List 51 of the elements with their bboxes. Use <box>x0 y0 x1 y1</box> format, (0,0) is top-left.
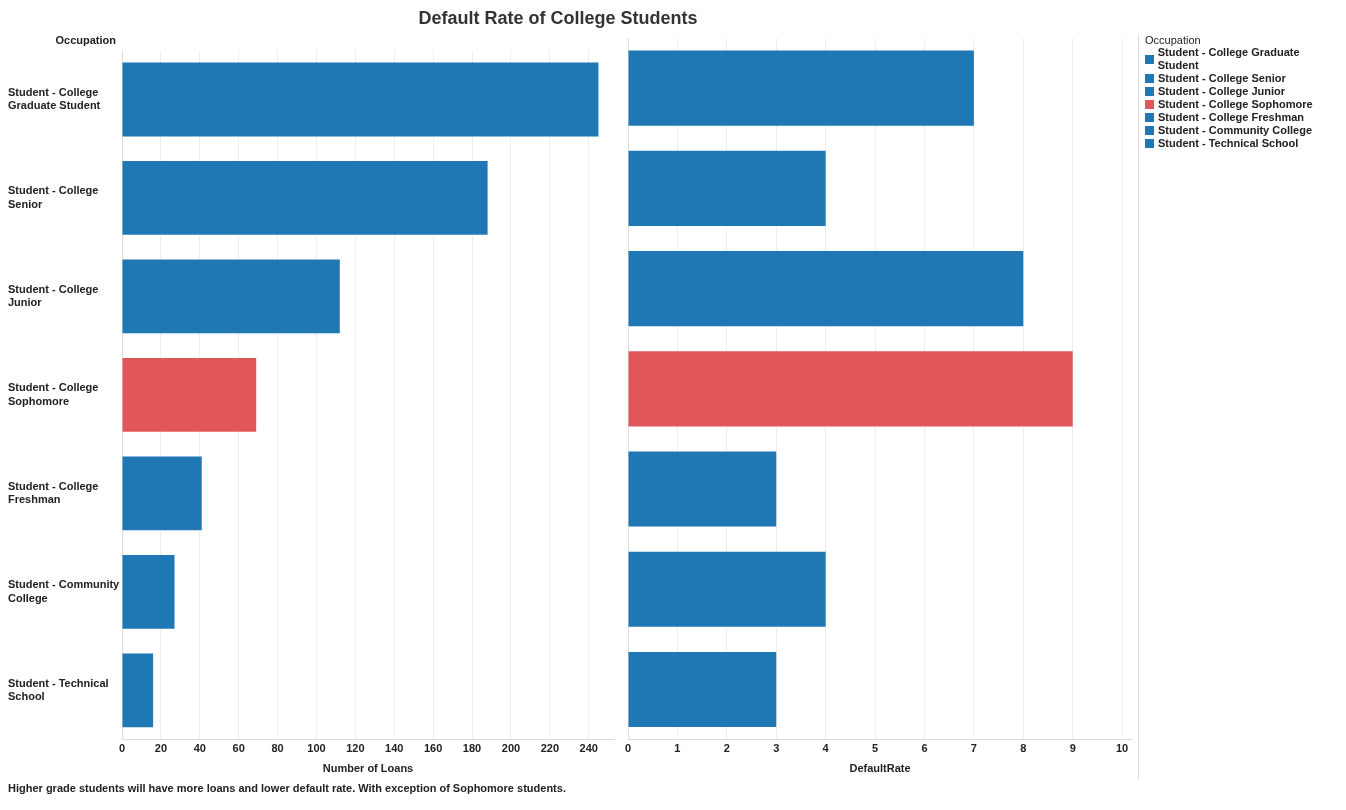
x-tick-label: 6 <box>921 742 928 755</box>
bar <box>122 357 257 432</box>
x-tick-label: 5 <box>872 742 879 755</box>
text: Higher grade students will have more loans and lower default rate. With exception of Sophomore students. <box>8 782 567 794</box>
x-tick-label: 240 <box>579 742 598 755</box>
x-tick-label: 2 <box>723 742 730 755</box>
x-tick-label: 20 <box>154 742 168 755</box>
x-tick-label: 1 <box>674 742 681 755</box>
legend-title: Occupation <box>1145 34 1202 46</box>
x-tick-label: 0 <box>118 742 126 755</box>
category-label: Student - College Freshman <box>1158 111 1305 123</box>
category-label: Student - Community College <box>1158 124 1312 136</box>
x-tick-label: 4 <box>822 742 830 755</box>
x-tick-label: 100 <box>307 742 326 755</box>
x-tick-label: 10 <box>1115 742 1129 755</box>
y-tick-label: Student - College Freshman <box>8 479 99 506</box>
y-tick-label: Student - College Graduate Student <box>8 85 101 112</box>
y-tick-label: Student - College Sophomore <box>8 381 99 407</box>
x-tick-label: 7 <box>970 742 977 755</box>
x-tick-label: 60 <box>232 742 245 755</box>
y-tick-label: Student - College Junior <box>8 282 99 309</box>
x-tick-label: 140 <box>385 742 404 755</box>
x-tick-label: 120 <box>346 742 365 755</box>
bar <box>122 554 175 629</box>
x-tick-label: 80 <box>271 742 284 755</box>
x-tick-label: 160 <box>423 742 443 755</box>
y-tick-label: Student - Community College <box>8 578 121 604</box>
x-axis-title: Number of Loans <box>322 762 414 775</box>
x-tick-label: 9 <box>1069 742 1076 755</box>
x-tick-label: 0 <box>624 742 632 755</box>
x-tick-label: 8 <box>1020 742 1027 755</box>
category-label: Student - Technical School <box>1158 137 1299 149</box>
bar <box>122 161 488 235</box>
x-tick-label: 40 <box>193 742 206 755</box>
chart-title: Default Rate of College Students <box>417 8 699 30</box>
y-tick-label: Student - College Senior <box>8 184 99 210</box>
x-tick-label: 200 <box>501 742 521 755</box>
y-axis-title: Occupation <box>55 33 117 46</box>
y-tick-label: Student - Technical School <box>8 676 109 702</box>
x-axis-title: DefaultRate <box>849 762 911 775</box>
bar <box>122 62 599 137</box>
x-tick-label: 3 <box>773 742 780 755</box>
category-label: Student - College Graduate Student <box>1157 46 1300 71</box>
bar <box>122 456 202 531</box>
category-label: Student - College Sophomore <box>1158 98 1313 110</box>
bar <box>122 259 340 334</box>
x-tick-label: 180 <box>462 742 482 755</box>
category-label: Student - College Junior <box>1158 85 1286 97</box>
bar <box>122 653 154 728</box>
category-label: Student - College Senior <box>1158 72 1286 84</box>
x-tick-label: 220 <box>540 742 560 755</box>
